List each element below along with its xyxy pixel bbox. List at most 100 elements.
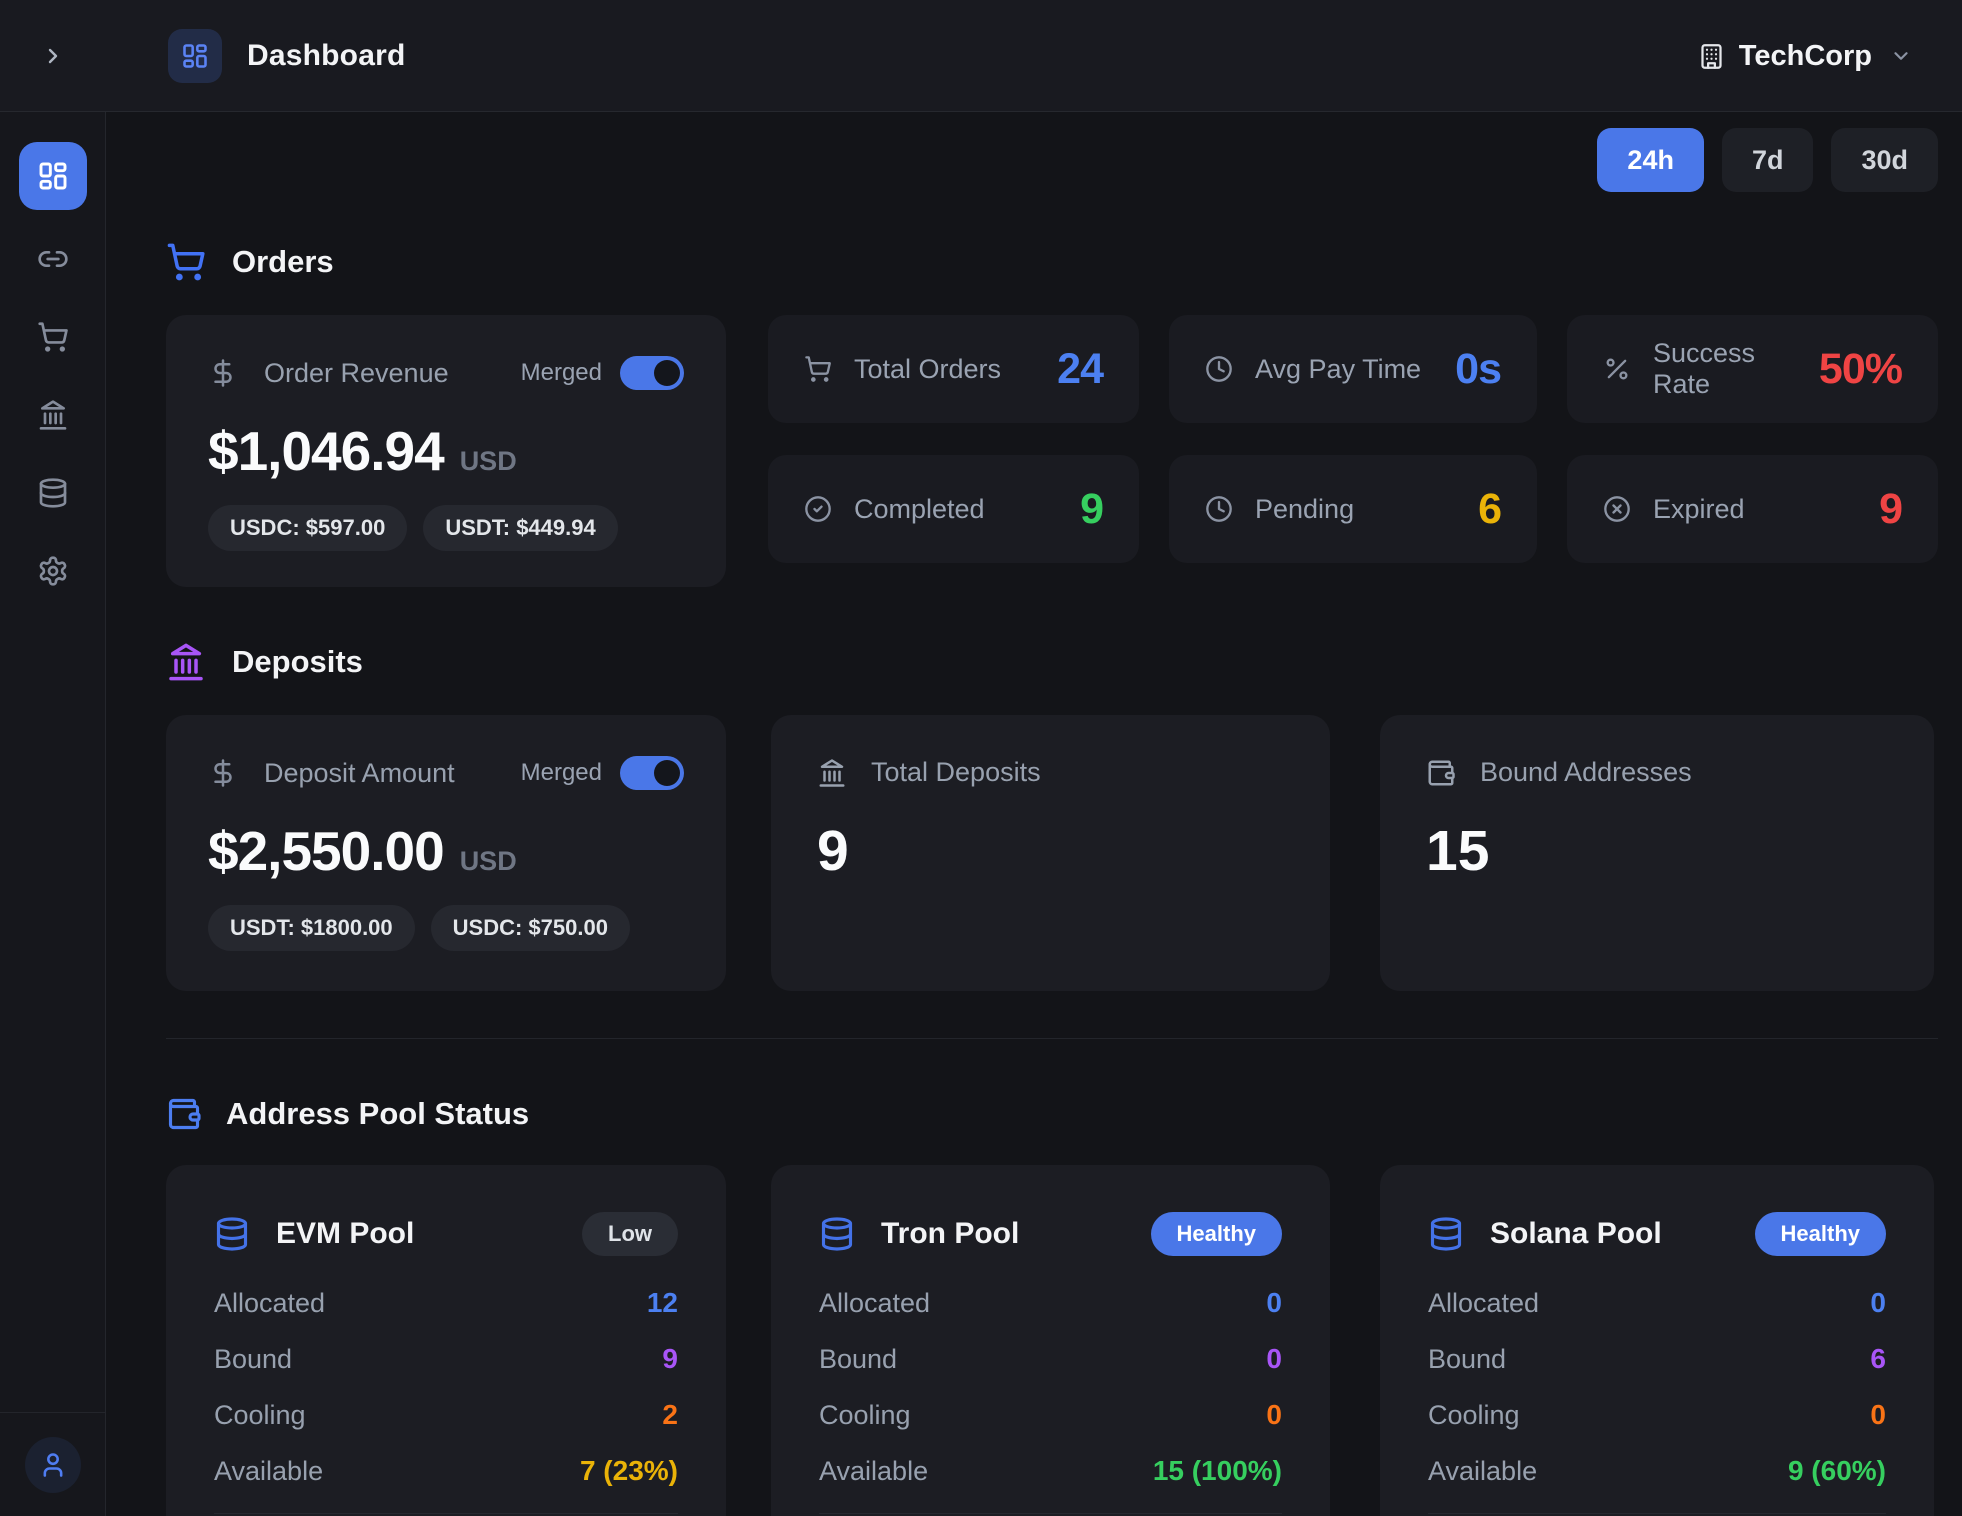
row-label: Cooling <box>214 1399 306 1430</box>
stat-label: Expired <box>1653 493 1745 524</box>
bound-addresses-card: Bound Addresses 15 <box>1380 715 1934 991</box>
pool-status-badge: Healthy <box>1754 1212 1886 1256</box>
deposit-amount-card: Deposit Amount Merged $2,550.00 USD USDT… <box>166 715 726 991</box>
database-icon <box>37 477 69 509</box>
sidebar-footer <box>0 1412 105 1516</box>
pools-section-header: Address Pool Status <box>166 1096 1938 1132</box>
row-label: Bound <box>1428 1343 1507 1374</box>
pool-row-available: Available 7 (23%) <box>214 1455 678 1486</box>
sidebar-item-deposits[interactable] <box>19 376 87 454</box>
pool-row-bound: Bound 0 <box>819 1343 1282 1374</box>
org-switcher[interactable]: TechCorp <box>1698 0 1912 112</box>
sidebar-item-dashboard[interactable] <box>18 142 87 210</box>
toggle-knob <box>654 760 680 786</box>
time-filter-30d[interactable]: 30d <box>1831 128 1938 192</box>
bank-icon <box>817 758 847 788</box>
deposit-amount-label: Deposit Amount <box>264 757 455 788</box>
pool-card-divider <box>1428 1513 1886 1514</box>
pool-row-allocated: Allocated 0 <box>1428 1287 1886 1318</box>
bound-addresses-label: Bound Addresses <box>1480 757 1692 787</box>
cart-icon <box>804 355 832 383</box>
row-value: 0 <box>1266 1287 1282 1318</box>
row-value: 2 <box>662 1399 678 1430</box>
time-filter-7d[interactable]: 7d <box>1721 128 1814 192</box>
stat-value: 6 <box>1478 484 1502 533</box>
row-label: Allocated <box>819 1287 931 1318</box>
pools-heading: Address Pool Status <box>226 1096 530 1131</box>
order-revenue-label: Order Revenue <box>264 357 449 388</box>
stat-value: 9 <box>1080 484 1104 533</box>
row-label: Allocated <box>214 1287 326 1318</box>
stat-card-expired: Expired 9 <box>1567 455 1938 563</box>
sidebar <box>0 112 106 1516</box>
merged-toggle[interactable] <box>620 356 684 390</box>
row-label: Allocated <box>1428 1287 1540 1318</box>
row-value: 7 (23%) <box>579 1455 678 1486</box>
pool-row-available: Available 9 (60%) <box>1428 1455 1886 1486</box>
wallet-icon <box>166 1096 202 1132</box>
stat-value: 0s <box>1455 344 1502 393</box>
orders-stat-grid: Total Orders 24 Avg Pay Time 0s Success … <box>768 315 1938 587</box>
pool-status-badge: Low <box>582 1212 678 1256</box>
stat-label: Completed <box>854 493 985 524</box>
top-header: Dashboard TechCorp <box>0 0 1962 112</box>
org-name: TechCorp <box>1738 39 1872 72</box>
link-icon <box>37 243 69 275</box>
pool-row-allocated: Allocated 0 <box>819 1287 1282 1318</box>
pool-row-cooling: Cooling 2 <box>214 1399 678 1430</box>
merged-label: Merged <box>520 359 602 386</box>
row-value: 15 (100%) <box>1152 1455 1282 1486</box>
row-label: Available <box>214 1455 324 1486</box>
row-label: Cooling <box>1428 1399 1520 1430</box>
sidebar-expand-button[interactable] <box>0 0 106 112</box>
pool-row-bound: Bound 6 <box>1428 1343 1886 1374</box>
pool-row-cooling: Cooling 0 <box>1428 1399 1886 1430</box>
gear-icon <box>37 555 69 587</box>
layout-dashboard-icon <box>37 160 69 192</box>
merged-label: Merged <box>520 759 602 786</box>
x-circle-icon <box>1603 495 1631 523</box>
stat-value: 50% <box>1818 344 1903 393</box>
user-icon <box>39 1451 67 1479</box>
bank-icon <box>166 642 206 682</box>
pools-row: EVM Pool Low Allocated 12 Bound 9 Coolin… <box>166 1165 1938 1516</box>
chevron-down-icon <box>1890 45 1912 67</box>
pool-status-badge: Healthy <box>1150 1212 1282 1256</box>
row-value: 0 <box>1266 1399 1282 1430</box>
page-title: Dashboard <box>247 39 406 72</box>
building-icon <box>1698 43 1725 70</box>
sidebar-item-address-pool[interactable] <box>19 454 87 532</box>
clock-icon <box>1205 355 1233 383</box>
deposit-amount: $2,550.00 <box>208 820 445 882</box>
revenue-chip-usdc: USDC: $597.00 <box>208 505 408 551</box>
stat-card-total-orders: Total Orders 24 <box>768 315 1139 423</box>
merged-toggle[interactable] <box>620 756 684 790</box>
row-value: 0 <box>1870 1399 1886 1430</box>
order-revenue-currency: USD <box>459 446 517 476</box>
clock-icon <box>1205 495 1233 523</box>
stat-label: Total Orders <box>854 353 1002 384</box>
total-deposits-card: Total Deposits 9 <box>771 715 1330 991</box>
sidebar-item-settings[interactable] <box>19 532 87 610</box>
row-value: 9 (60%) <box>1787 1455 1886 1486</box>
stat-value: 24 <box>1057 344 1104 393</box>
row-value: 6 <box>1870 1343 1886 1374</box>
pool-row-available: Available 15 (100%) <box>819 1455 1282 1486</box>
stat-card-pending: Pending 6 <box>1169 455 1537 563</box>
dollar-sign-icon <box>208 358 238 388</box>
time-filter-24h[interactable]: 24h <box>1597 128 1704 192</box>
row-label: Available <box>819 1455 929 1486</box>
chevron-right-icon <box>41 44 65 68</box>
toggle-knob <box>654 360 680 386</box>
order-revenue-amount: $1,046.94 <box>208 420 445 482</box>
sidebar-item-orders[interactable] <box>19 298 87 376</box>
stat-card-completed: Completed 9 <box>768 455 1139 563</box>
shopping-cart-icon <box>166 242 206 282</box>
bank-icon <box>37 399 69 431</box>
deposit-chip-usdc: USDC: $750.00 <box>430 905 630 951</box>
user-avatar[interactable] <box>24 1436 81 1493</box>
sidebar-item-links[interactable] <box>19 220 87 298</box>
stat-card-avg-pay-time: Avg Pay Time 0s <box>1169 315 1537 423</box>
pool-name: EVM Pool <box>276 1217 415 1250</box>
row-label: Cooling <box>819 1399 911 1430</box>
